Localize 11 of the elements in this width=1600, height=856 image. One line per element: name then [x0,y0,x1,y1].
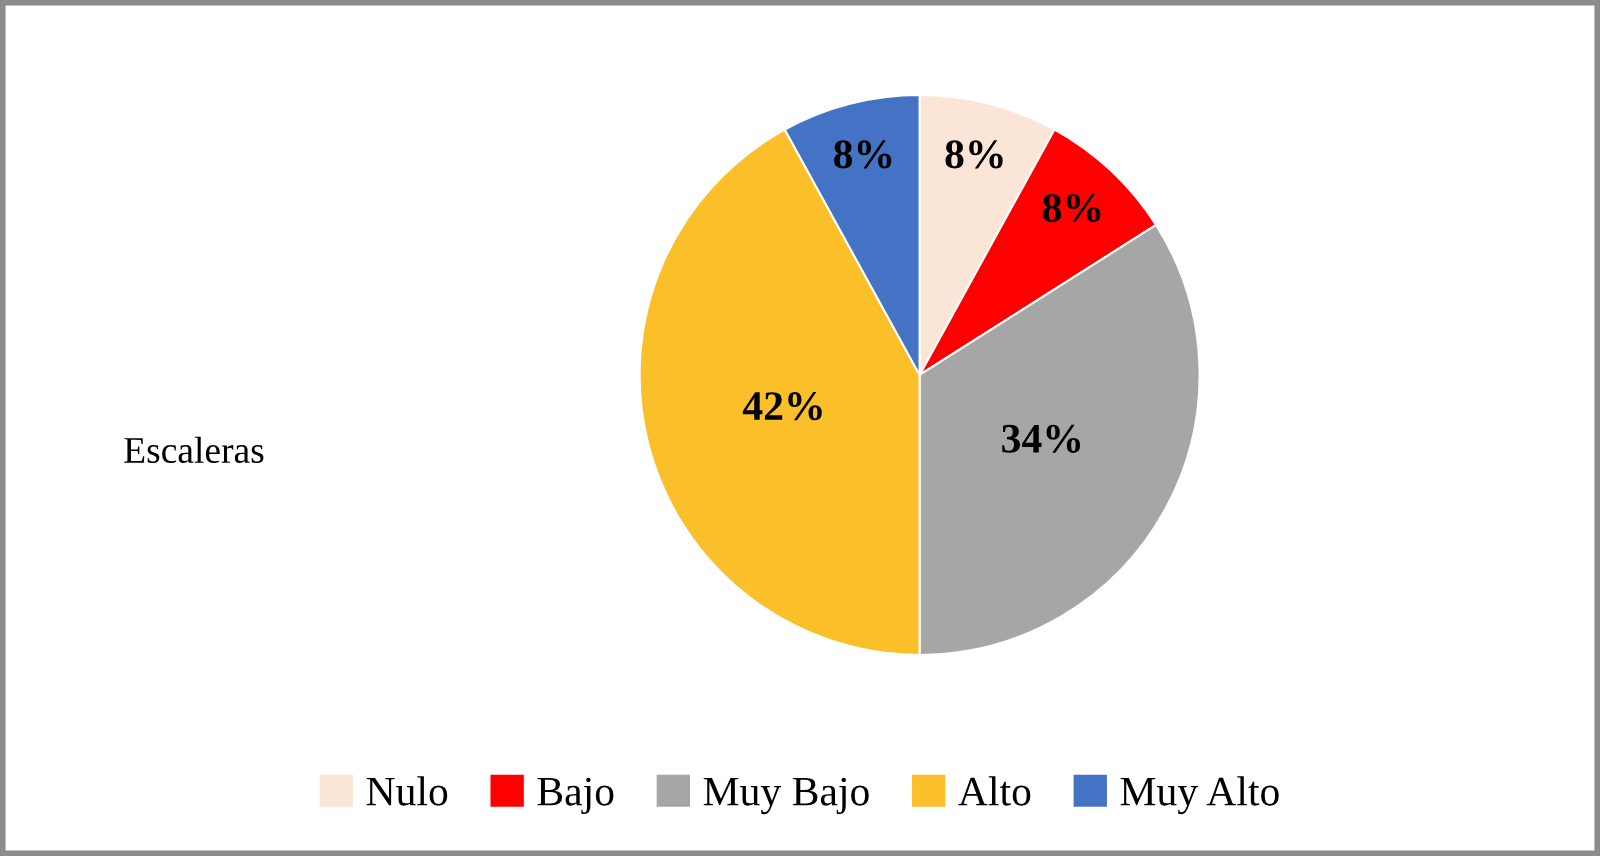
text: Escaleras [124,436,264,464]
data-label: 8% [945,140,1003,169]
data-label: 42% [742,392,822,421]
legend-label: Muy Alto [1120,776,1279,815]
legend-label: Alto [958,776,1031,806]
legend-label: Bajo [537,777,614,815]
legend-label: Nulo [366,776,448,806]
data-label: 8% [1043,193,1101,223]
data-label: 8% [834,140,892,169]
data-label: 34% [1002,424,1081,453]
legend-label: Muy Bajo [703,777,869,815]
